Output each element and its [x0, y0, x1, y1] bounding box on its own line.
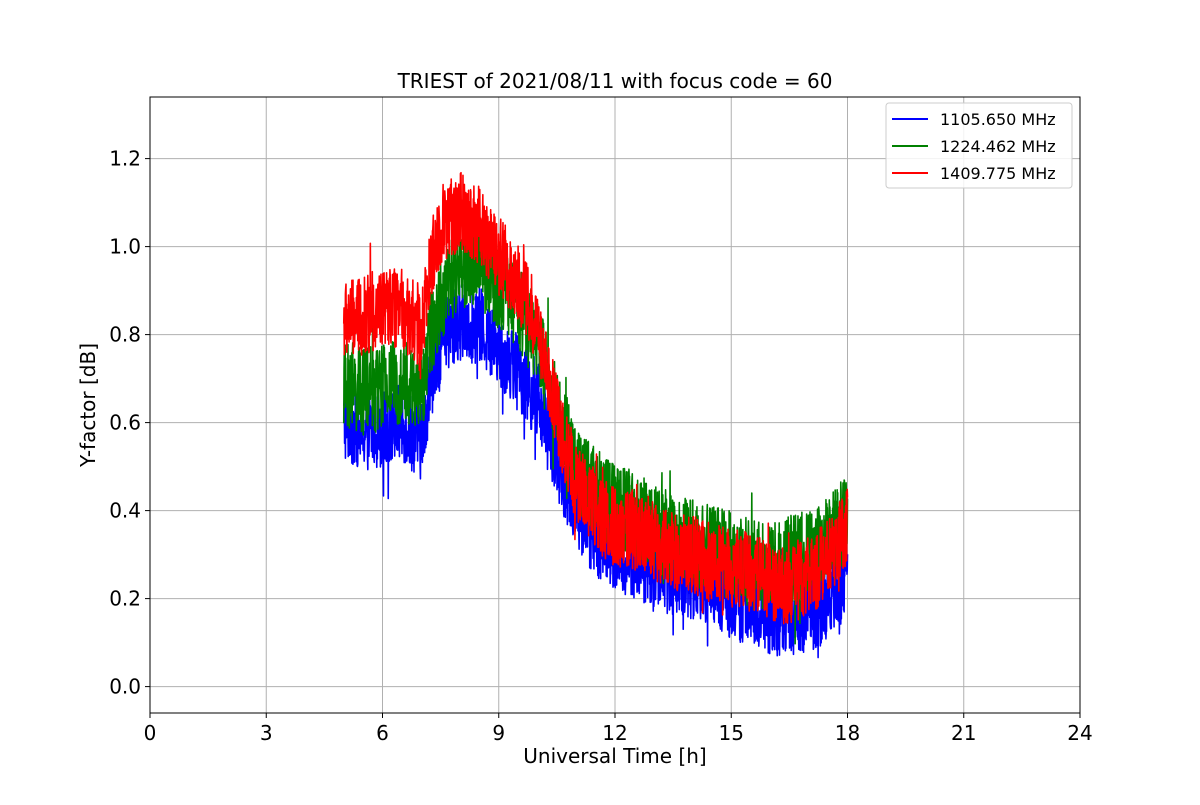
y-tick-label: 0.2 [109, 587, 141, 611]
x-tick-label: 3 [260, 721, 273, 745]
y-tick-label: 0.8 [109, 323, 141, 347]
y-axis-label: Y-factor [dB] [76, 343, 100, 468]
x-tick-label: 15 [719, 721, 744, 745]
y-tick-label: 0.6 [109, 411, 141, 435]
x-tick-label: 24 [1067, 721, 1092, 745]
x-axis: 0 3 6 9 12 15 18 21 24 [144, 713, 1093, 745]
x-tick-label: 9 [492, 721, 505, 745]
x-tick-label: 0 [144, 721, 157, 745]
x-tick-label: 18 [835, 721, 860, 745]
legend-label: 1224.462 MHz [940, 137, 1056, 156]
plot-area [342, 171, 849, 659]
legend: 1105.650 MHz 1224.462 MHz 1409.775 MHz [885, 102, 1073, 189]
y-tick-label: 0.0 [109, 675, 141, 699]
y-tick-label: 1.2 [109, 147, 141, 171]
y-tick-label: 1.0 [109, 235, 141, 259]
legend-label: 1409.775 MHz [940, 164, 1056, 183]
y-axis: 0.0 0.2 0.4 0.6 0.8 1.0 1.2 [109, 147, 150, 699]
legend-label: 1105.650 MHz [940, 110, 1056, 129]
x-tick-label: 21 [951, 721, 976, 745]
series-line [342, 171, 849, 625]
chart-title: TRIEST of 2021/08/11 with focus code = 6… [397, 69, 833, 93]
x-axis-label: Universal Time [h] [523, 744, 706, 768]
y-tick-label: 0.4 [109, 499, 141, 523]
x-tick-label: 6 [376, 721, 389, 745]
series-group [342, 171, 849, 659]
x-tick-label: 12 [602, 721, 627, 745]
legend-box [885, 102, 1073, 189]
